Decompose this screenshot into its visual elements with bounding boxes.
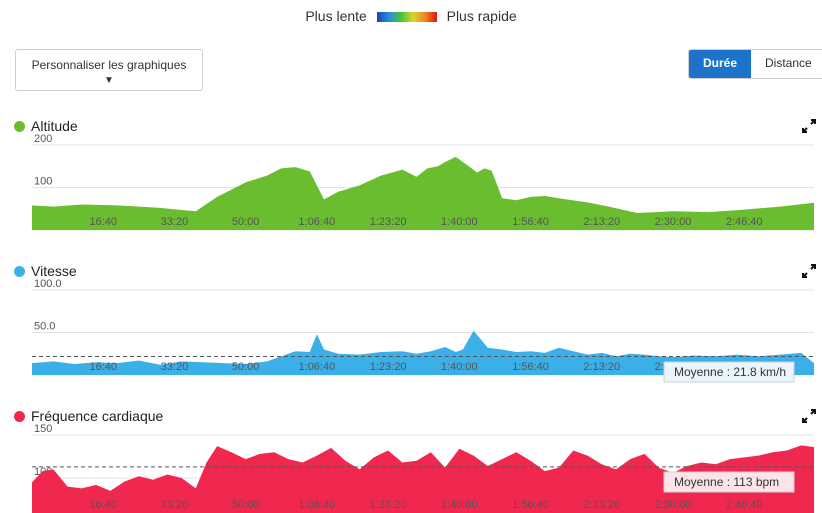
heart_rate-y-tick-label: 150 <box>34 423 52 435</box>
speed-expand-icon[interactable] <box>802 264 816 278</box>
altitude-x-tick-label: 16:40 <box>89 216 117 228</box>
altitude-x-tick-label: 2:30:00 <box>655 216 692 228</box>
heart_rate-x-tick-label: 2:30:00 <box>655 499 692 511</box>
heart_rate-x-tick-label: 50:00 <box>232 499 260 511</box>
x-axis-toggle: Durée Distance <box>688 49 822 79</box>
duration-toggle-button[interactable]: Durée <box>689 50 752 78</box>
heart-rate-legend-dot <box>14 410 25 422</box>
speed-x-tick-label: 2:13:20 <box>583 361 620 373</box>
customize-charts-label: Personnaliser les graphiques <box>31 58 187 72</box>
heart-rate-panel-title: Fréquence cardiaque <box>14 408 163 424</box>
heart_rate-x-tick-label: 33:20 <box>161 499 189 511</box>
speed-x-tick-label: 1:23:20 <box>370 361 407 373</box>
heart_rate-x-tick-label: 1:56:40 <box>512 499 549 511</box>
altitude-x-tick-label: 1:23:20 <box>370 216 407 228</box>
heart_rate-x-tick-label: 1:06:40 <box>299 499 336 511</box>
speed-x-tick-label: 1:56:40 <box>512 361 549 373</box>
altitude-x-tick-label: 2:13:20 <box>583 216 620 228</box>
speed-x-tick-label: 1:06:40 <box>299 361 336 373</box>
customize-charts-button[interactable]: Personnaliser les graphiques ▼ <box>15 49 203 91</box>
speed-title: Vitesse <box>31 263 77 279</box>
altitude-y-tick-label: 200 <box>34 133 52 145</box>
caret-down-icon: ▼ <box>104 75 114 86</box>
speed-x-tick-label: 50:00 <box>232 361 260 373</box>
heart_rate-x-tick-label: 2:13:20 <box>583 499 620 511</box>
altitude-x-tick-label: 1:06:40 <box>299 216 336 228</box>
heart_rate-x-tick-label: 1:23:20 <box>370 499 407 511</box>
altitude-area-series <box>32 156 814 230</box>
speed-color-legend: Plus lente Plus rapide <box>0 8 822 24</box>
altitude-x-tick-label: 33:20 <box>161 216 189 228</box>
speed-x-tick-label: 16:40 <box>89 361 117 373</box>
distance-toggle-button[interactable]: Distance <box>751 50 822 78</box>
altitude-x-tick-label: 1:56:40 <box>512 216 549 228</box>
heart_rate-x-tick-label: 2:46:40 <box>726 499 763 511</box>
altitude-panel-title: Altitude <box>14 118 78 134</box>
heart_rate-average-box <box>663 471 795 493</box>
speed-x-tick-label: 33:20 <box>161 361 189 373</box>
speed-panel-title: Vitesse <box>14 263 77 279</box>
speed-gradient-bar <box>376 12 437 23</box>
heart_rate-area-series <box>32 445 814 513</box>
altitude-y-tick-label: 100 <box>34 176 52 188</box>
speed-legend-dot <box>14 265 25 277</box>
altitude-expand-icon[interactable] <box>802 119 816 133</box>
altitude-x-tick-label: 1:40:00 <box>441 216 478 228</box>
altitude-title: Altitude <box>31 118 78 134</box>
altitude-legend-dot <box>14 120 25 132</box>
heart-rate-title: Fréquence cardiaque <box>31 408 164 424</box>
altitude-x-tick-label: 50:00 <box>232 216 260 228</box>
speed-y-tick-label: 50.0 <box>34 321 55 333</box>
speed-x-tick-label: 1:40:00 <box>441 361 478 373</box>
legend-fast-label: Plus rapide <box>446 8 517 24</box>
heart_rate-average-label: Moyenne : 113 bpm <box>674 475 779 489</box>
legend-slow-label: Plus lente <box>305 8 367 24</box>
speed-y-tick-label: 100.0 <box>34 278 62 290</box>
speed-average-label: Moyenne : 21.8 km/h <box>674 365 786 379</box>
speed-average-box <box>663 361 795 383</box>
heart-rate-expand-icon[interactable] <box>802 409 816 423</box>
speed-area-series <box>32 330 814 375</box>
heart_rate-x-tick-label: 16:40 <box>89 499 117 511</box>
altitude-x-tick-label: 2:46:40 <box>726 216 763 228</box>
heart_rate-x-tick-label: 1:40:00 <box>441 499 478 511</box>
